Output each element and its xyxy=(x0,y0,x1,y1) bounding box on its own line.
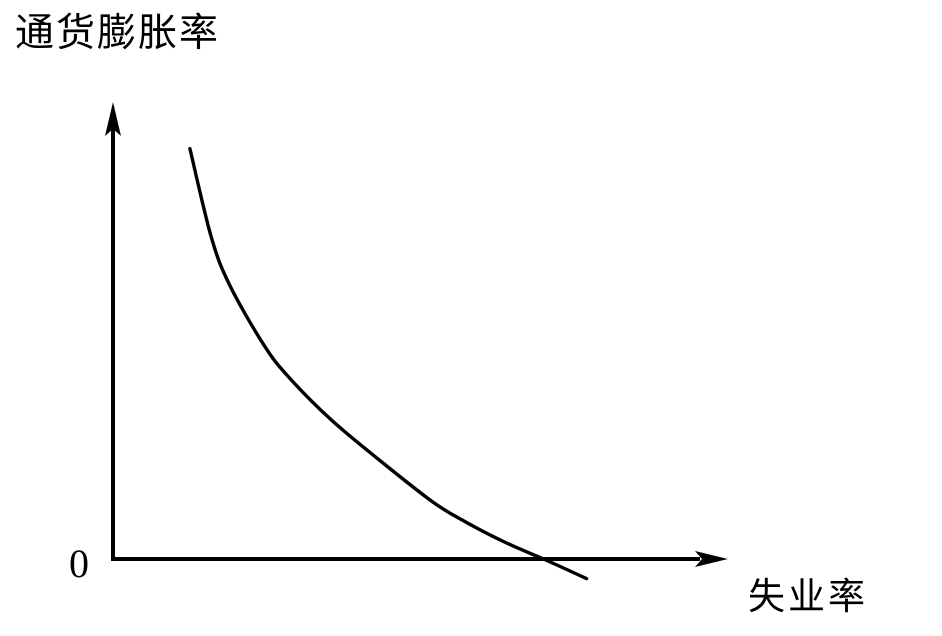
phillips-curve-path xyxy=(188,146,589,581)
y-axis-title: 通货膨胀率 xyxy=(15,11,221,56)
x-axis-arrowhead xyxy=(695,551,728,567)
y-axis-arrowhead xyxy=(105,102,121,136)
origin-label: 0 xyxy=(69,541,89,586)
x-axis-title: 失业率 xyxy=(748,575,868,618)
